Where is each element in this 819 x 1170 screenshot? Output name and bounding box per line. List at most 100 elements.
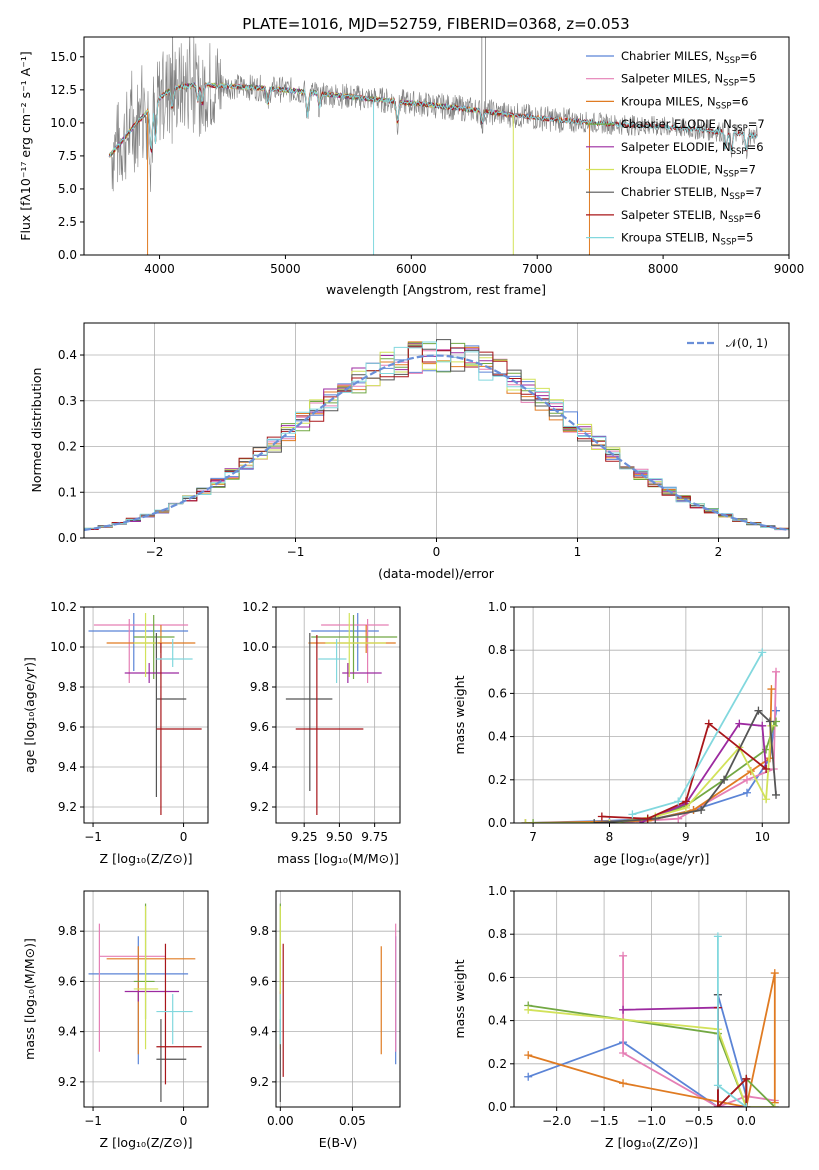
y-tick-label: 10.0 <box>50 116 77 130</box>
x-tick-label: 8 <box>606 830 614 844</box>
weight-line <box>527 994 748 1107</box>
x-tick-label: 2 <box>715 545 723 559</box>
z-vs-weight-xlabel: Z [log₁₀(Z/Z⊙)] <box>605 1135 698 1150</box>
z-vs-age-ylabel: age [log₁₀(age/yr)] <box>22 657 37 773</box>
x-tick-label: 1 <box>574 545 582 559</box>
mass-vs-age-panel: 9.25 9.50 9.75 9.2 9.4 9.6 9.8 10.0 10.2 mass [lo… <box>242 600 401 866</box>
y-tick-label: 9.2 <box>58 1075 77 1089</box>
x-tick-label: 9000 <box>774 262 805 276</box>
weight-line <box>525 710 777 823</box>
weight-marker <box>713 1103 722 1107</box>
y-tick-label: 9.8 <box>58 680 77 694</box>
z-vs-weight-panel: −2.0 −1.5 −1.0 −0.5 0.0 0.0 0.2 0.4 0.6 0.8 1.0 Z [… <box>452 884 790 1150</box>
y-tick-label: 12.5 <box>50 83 77 97</box>
weight-line <box>717 1007 748 1107</box>
weight-marker <box>767 721 776 730</box>
model-spectrum-line <box>108 82 758 157</box>
z-vs-weight-plot-area <box>514 891 789 1107</box>
residual-histogram <box>84 341 789 530</box>
weight-marker <box>742 788 751 797</box>
residuals-xlabel: (data-model)/error <box>378 566 495 581</box>
x-tick-label: 9 <box>682 830 690 844</box>
mass-vs-age-frame <box>275 606 401 824</box>
x-tick-label: 0.00 <box>267 1114 294 1128</box>
age-vs-weight-frame <box>513 606 790 824</box>
weight-marker <box>704 719 713 728</box>
y-tick-label: 10.0 <box>50 640 77 654</box>
x-tick-label: 6000 <box>396 262 427 276</box>
weight-marker <box>681 797 690 806</box>
y-tick-label: 5.0 <box>58 182 77 196</box>
x-tick-label: 0 <box>180 1114 188 1128</box>
spectrum-plot-area <box>108 37 758 255</box>
z-vs-mass-ylabel: mass [log₁₀(M/M⊙)] <box>22 938 37 1060</box>
weight-marker <box>772 667 781 676</box>
weight-marker <box>767 685 776 694</box>
spectrum-ylabel: Flux [fλ10⁻¹⁷ erg cm⁻² s⁻¹ A⁻¹] <box>18 51 33 240</box>
y-tick-label: 0.0 <box>488 1100 507 1114</box>
spectrum-legend: Chabrier MILES, NSSP=6 Salpeter MILES, NS… <box>586 49 765 248</box>
y-tick-label: 9.8 <box>250 924 269 938</box>
weight-marker <box>762 795 771 804</box>
y-tick-label: 9.8 <box>250 680 269 694</box>
x-tick-label: −1 <box>84 830 102 844</box>
weight-marker <box>524 1072 533 1081</box>
weight-marker <box>758 721 767 730</box>
x-tick-label: 7 <box>529 830 537 844</box>
normal-legend-label: 𝒩(0, 1) <box>726 336 768 350</box>
weight-line <box>528 1008 775 1107</box>
x-tick-label: −1.0 <box>637 1114 666 1128</box>
x-tick-label: 0.0 <box>737 1114 756 1128</box>
ebv-vs-mass-frame <box>275 890 401 1108</box>
age-vs-weight-xlabel: age [log₁₀(age/yr)] <box>594 851 710 866</box>
x-tick-label: 7000 <box>522 262 553 276</box>
weight-line <box>632 651 764 816</box>
y-tick-label: 0.1 <box>58 485 77 499</box>
z-vs-mass-panel: −1 0 9.2 9.4 9.6 9.8 Z [log₁₀(Z/Z⊙)] mass [log₁… <box>22 890 209 1150</box>
x-tick-label: −0.5 <box>684 1114 713 1128</box>
ebv-vs-mass-panel: 0.00 0.05 9.2 9.4 9.6 9.8 E(B-V) <box>250 890 401 1150</box>
x-tick-label: −1 <box>84 1114 102 1128</box>
x-tick-label: 8000 <box>648 262 679 276</box>
x-tick-label: −1 <box>287 545 305 559</box>
spectrum-xlabel: wavelength [Angstrom, rest frame] <box>326 282 546 297</box>
weight-marker <box>529 819 538 823</box>
weight-marker <box>674 814 683 823</box>
x-tick-label: −2 <box>146 545 164 559</box>
y-tick-label: 9.2 <box>250 1075 269 1089</box>
y-tick-label: 10.2 <box>50 600 77 614</box>
z-vs-age-frame <box>83 606 209 824</box>
weight-marker <box>720 775 729 784</box>
weight-marker <box>772 790 781 799</box>
weight-marker <box>742 1074 751 1083</box>
x-tick-label: −2.0 <box>542 1114 571 1128</box>
weight-marker <box>762 745 771 754</box>
y-tick-label: 9.4 <box>58 760 77 774</box>
z-vs-mass-xlabel: Z [log₁₀(Z/Z⊙)] <box>100 1135 193 1150</box>
weight-marker <box>762 765 771 773</box>
weight-marker <box>619 1079 628 1088</box>
age-vs-weight-ylabel: mass weight <box>452 675 467 754</box>
y-tick-label: 2.5 <box>58 215 77 229</box>
x-tick-label: 9.50 <box>326 830 353 844</box>
weight-marker <box>770 1103 779 1107</box>
weight-marker <box>628 810 637 819</box>
weight-line <box>525 725 773 823</box>
y-tick-label: 10.0 <box>242 640 269 654</box>
x-tick-label: −1.5 <box>590 1114 619 1128</box>
legend-label: Kroupa STELIB, NSSP=5 <box>621 231 753 248</box>
legend-label: Salpeter MILES, NSSP=5 <box>621 72 756 89</box>
weight-marker <box>713 932 722 941</box>
observed-spectrum <box>111 37 758 192</box>
weight-marker <box>521 819 530 823</box>
residuals-plot-area <box>84 323 789 538</box>
legend-label: Chabrier MILES, NSSP=6 <box>621 49 757 66</box>
weight-marker <box>674 797 683 806</box>
y-tick-label: 9.4 <box>58 1025 77 1039</box>
mass-vs-age-plot-area <box>276 607 400 823</box>
y-tick-label: 1.0 <box>488 884 507 898</box>
legend-label: Chabrier ELODIE, NSSP=7 <box>621 117 765 134</box>
y-tick-label: 7.5 <box>58 149 77 163</box>
y-tick-label: 0.0 <box>58 531 77 545</box>
z-vs-age-plot-area <box>84 607 208 823</box>
